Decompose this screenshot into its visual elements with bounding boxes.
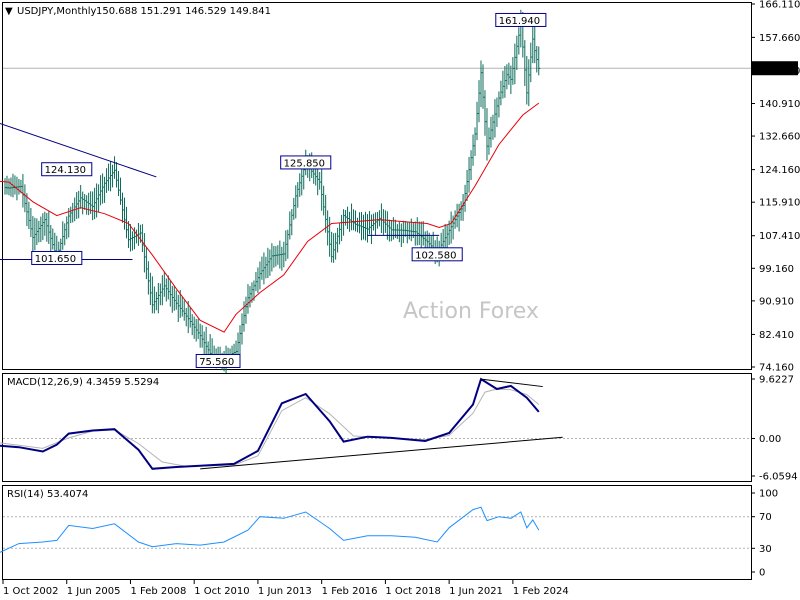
rsi-tick-label: 0 xyxy=(759,568,765,579)
price-tick-label: 157.660 xyxy=(759,33,800,44)
macd-title: MACD(12,26,9) 4.3459 5.5294 xyxy=(7,377,159,388)
price-tick-label: 132.660 xyxy=(759,132,800,143)
price-panel-frame xyxy=(2,2,752,370)
guide-lines xyxy=(3,67,751,549)
symbol-label: USDJPY,Monthly xyxy=(17,6,97,17)
annotation-box xyxy=(495,12,547,27)
current-price-tag xyxy=(752,61,798,76)
time-tick-label: 1 Oct 2002 xyxy=(3,586,58,597)
rsi-title: RSI(14) 53.4074 xyxy=(7,489,88,500)
annotation-box xyxy=(31,250,83,265)
time-tick-label: 1 Feb 2008 xyxy=(130,586,186,597)
rsi-tick-label: 30 xyxy=(759,544,772,555)
price-tick-label: 115.910 xyxy=(759,198,800,209)
price-tick-label: 82.410 xyxy=(759,330,794,341)
price-tick-label: 166.110 xyxy=(759,0,800,11)
price-tick-label: 107.410 xyxy=(759,231,800,242)
price-trendline xyxy=(0,122,157,178)
rsi-line xyxy=(0,506,540,553)
macd-tick-label: 9.6227 xyxy=(759,375,794,386)
macd-main-line xyxy=(0,377,540,470)
time-tick-label: 1 Feb 2016 xyxy=(322,586,378,597)
time-tick-label: 1 Oct 2010 xyxy=(194,586,249,597)
annotation-label: 124.130 xyxy=(45,165,86,176)
macd-tick-label: -6.0594 xyxy=(759,472,798,483)
time-tick-label: 1 Jun 2005 xyxy=(67,586,121,597)
annotation-box xyxy=(41,162,93,177)
time-tick-label: 1 Feb 2024 xyxy=(513,586,569,597)
macd-panel-frame xyxy=(2,373,752,482)
time-tick-label: 1 Jun 2021 xyxy=(449,586,503,597)
rsi-panel-frame xyxy=(2,485,752,580)
price-tick-label: 124.160 xyxy=(759,165,800,176)
rsi-layer xyxy=(0,506,540,553)
moving-average-line xyxy=(0,102,540,333)
price-tick-label: 140.910 xyxy=(759,99,800,110)
annotation-label: 101.650 xyxy=(35,254,76,265)
trendlines xyxy=(0,122,440,260)
annotation-label: 161.940 xyxy=(499,16,540,27)
macd-trendline xyxy=(480,378,543,388)
macd-layer xyxy=(0,377,563,470)
annotation-box xyxy=(280,155,332,170)
current-price-label: 149.841 xyxy=(758,64,799,75)
rsi-tick-label: 100 xyxy=(759,489,778,500)
annotation-label: 125.850 xyxy=(284,158,325,169)
annotation-box xyxy=(195,353,241,368)
price-tick-label: 90.910 xyxy=(759,296,794,307)
annotation-box xyxy=(411,247,463,262)
macd-trendline xyxy=(200,436,563,470)
watermark-text: Action Forex xyxy=(403,299,539,324)
time-tick-label: 1 Jun 2013 xyxy=(258,586,312,597)
ohlc-values: 150.688 151.291 146.529 149.841 xyxy=(96,6,271,17)
macd-signal-line xyxy=(0,388,540,467)
price-tick-label: 74.160 xyxy=(759,363,794,374)
price-tick-label: 99.160 xyxy=(759,264,794,275)
annotation-label: 75.560 xyxy=(199,357,234,368)
moving-average-layer xyxy=(0,102,540,333)
rsi-tick-label: 70 xyxy=(759,512,772,523)
annotation-label: 102.580 xyxy=(415,250,456,261)
price-annotations: 124.130 101.650 75.560 125.850 102.580 161.94… xyxy=(31,12,547,368)
macd-tick-label: 0.00 xyxy=(759,434,781,445)
chart-menu-icon[interactable]: ▼ xyxy=(5,6,13,17)
time-tick-label: 1 Oct 2018 xyxy=(385,586,440,597)
